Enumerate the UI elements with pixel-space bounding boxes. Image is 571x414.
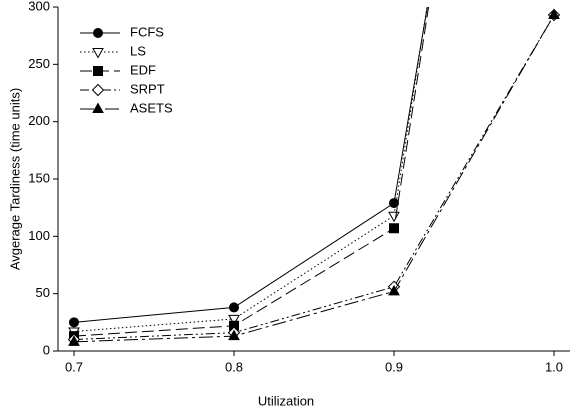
marker [69, 317, 79, 328]
marker [229, 320, 239, 331]
marker [388, 211, 400, 223]
y-tick-label: 100 [28, 228, 50, 243]
marker [229, 302, 239, 313]
legend-label: SRPT [130, 81, 165, 96]
y-tick-label: 300 [28, 0, 50, 13]
y-tick-label: 150 [28, 170, 50, 185]
line [73, 14, 555, 341]
x-axis-label: Utilization [258, 393, 314, 408]
legend-label: FCFS [130, 24, 164, 39]
legend-marker [92, 102, 104, 113]
marker [389, 198, 399, 209]
y-tick-label: 0 [43, 342, 50, 357]
plot-area [67, 7, 561, 346]
line [73, 7, 430, 337]
marker [388, 284, 400, 296]
legend-marker [93, 28, 103, 38]
legend-marker [92, 48, 104, 59]
line [73, 7, 428, 333]
y-tick-label: 50 [36, 285, 50, 300]
y-tick-label: 200 [28, 113, 50, 128]
x-tick-label: 0.7 [65, 359, 83, 374]
x-tick-label: 1.0 [545, 359, 563, 374]
legend-label: LS [130, 43, 146, 58]
marker [228, 329, 240, 341]
legend-marker [93, 66, 103, 76]
legend-label: ASETS [130, 100, 173, 115]
marker [68, 335, 80, 346]
y-tick-label: 250 [28, 56, 50, 71]
marker [228, 314, 240, 326]
x-tick-label: 0.9 [385, 359, 403, 374]
legend-label: EDF [130, 62, 156, 77]
y-axis-label: Avgerage Tardiness (time units) [7, 88, 22, 270]
x-tick-label: 0.8 [225, 359, 243, 374]
marker [389, 223, 399, 234]
legend-marker [91, 83, 105, 97]
marker [548, 8, 560, 20]
line [73, 7, 428, 323]
line [73, 14, 555, 343]
